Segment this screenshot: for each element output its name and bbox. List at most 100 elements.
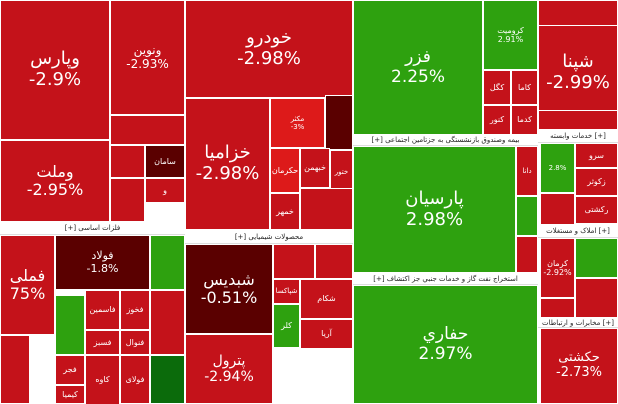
treemap-tile[interactable]: رکشتی: [575, 196, 618, 224]
treemap-tile[interactable]: کاما: [511, 70, 538, 105]
sector-label: [+] املاک و مستغلات: [546, 227, 610, 235]
treemap-tile[interactable]: مکثر -3%: [270, 98, 325, 148]
tile-symbol: فملی: [9, 265, 46, 285]
treemap-tile[interactable]: کگل: [483, 70, 511, 105]
tile-change: -3%: [290, 123, 305, 131]
sector-header[interactable]: بیمه وصندوق بازنشستگی به جزتامین اجتماعی…: [353, 135, 538, 146]
treemap-tile[interactable]: فولای: [120, 355, 150, 404]
tile-change: 2.97%: [418, 343, 473, 364]
treemap-tile[interactable]: [516, 196, 538, 236]
treemap-tile[interactable]: [110, 115, 185, 145]
tile-symbol: کرمان: [547, 258, 568, 268]
tile-symbol: فسبز: [93, 337, 112, 347]
treemap-tile[interactable]: [325, 95, 353, 150]
treemap-tile[interactable]: شکام: [300, 279, 353, 319]
tile-change: -0.51%: [200, 288, 258, 307]
tile-symbol: کاوه: [95, 375, 110, 385]
treemap-tile[interactable]: پارسیان 2.98%: [353, 146, 516, 273]
tile-symbol: پترول: [212, 352, 246, 369]
treemap-tile[interactable]: [150, 355, 185, 404]
treemap-tile[interactable]: حکشتی -2.73%: [540, 328, 618, 404]
treemap-tile[interactable]: شپاکسا: [273, 279, 300, 304]
treemap-tile[interactable]: حکرمان: [270, 148, 300, 193]
treemap-tile[interactable]: شپنا -2.99%: [538, 25, 618, 120]
treemap-tile[interactable]: [575, 278, 618, 318]
tile-change: 2.91%: [497, 35, 524, 44]
treemap-tile[interactable]: [110, 178, 145, 222]
treemap-tile[interactable]: آریا: [300, 319, 353, 349]
tile-symbol: کنور: [489, 115, 505, 125]
sector-header[interactable]: [+] مخابرات و ارتباطات: [538, 318, 618, 328]
treemap-tile[interactable]: [273, 244, 315, 279]
treemap-tile[interactable]: وپارس -2.9%: [0, 0, 110, 140]
treemap-tile[interactable]: حفاري 2.97%: [353, 285, 538, 404]
treemap-tile[interactable]: فجر: [55, 355, 85, 385]
tile-symbol: رکشتی: [584, 205, 609, 215]
tile-symbol: فاسمین: [89, 305, 116, 315]
treemap-tile[interactable]: [110, 145, 145, 178]
sector-header[interactable]: استخراج نفت گاز و خدمات جنبي جز اكتشاف […: [353, 273, 538, 285]
treemap-tile[interactable]: [150, 290, 185, 355]
treemap-tile[interactable]: 2.8%: [540, 143, 575, 193]
treemap-tile[interactable]: فنوال: [120, 330, 150, 355]
tile-symbol: حکرمان: [271, 165, 299, 175]
treemap-tile[interactable]: کنور: [483, 105, 511, 135]
treemap-tile[interactable]: کاوه: [85, 355, 120, 404]
treemap-tile[interactable]: شبدیس -0.51%: [185, 244, 273, 334]
treemap-tile[interactable]: فخوز: [120, 290, 150, 330]
treemap-tile[interactable]: [55, 295, 85, 355]
sector-header[interactable]: [+] املاک و مستغلات: [538, 225, 618, 238]
treemap-tile[interactable]: [575, 238, 618, 278]
sector-header[interactable]: محصولات شیمیایی [+]: [185, 230, 353, 244]
treemap-tile[interactable]: فملی 75%: [0, 235, 55, 335]
tile-change: -2.93%: [126, 56, 169, 71]
tile-symbol: فولای: [125, 374, 145, 384]
treemap-tile[interactable]: دانا: [516, 146, 538, 196]
sector-header[interactable]: [+] خدمات وابسته: [538, 130, 618, 143]
treemap-tile[interactable]: فولاد -1.8%: [55, 235, 150, 290]
tile-symbol: ختور: [334, 168, 349, 177]
tile-symbol: شپنا: [562, 50, 594, 72]
treemap-tile[interactable]: کلر: [273, 304, 300, 348]
treemap-tile[interactable]: کرومیت 2.91%: [483, 0, 538, 70]
treemap-tile[interactable]: [0, 335, 30, 404]
tile-symbol: خبهمن: [304, 163, 326, 173]
treemap-tile[interactable]: پترول -2.94%: [185, 334, 273, 404]
tile-symbol: فولاد: [91, 248, 114, 262]
tile-symbol: خزامیا: [204, 142, 251, 164]
sector-label: بیمه وصندوق بازنشستگی به جزتامین اجتماعی…: [371, 136, 520, 144]
tile-change: -2.92%: [543, 268, 572, 277]
treemap-tile[interactable]: [540, 298, 575, 318]
treemap-tile[interactable]: [540, 193, 575, 225]
tile-symbol: شپاکسا: [275, 287, 298, 296]
sector-label: فلزات اساسی [+]: [64, 224, 121, 232]
treemap-tile[interactable]: کیمیا: [55, 385, 85, 404]
treemap-tile[interactable]: سرو: [575, 143, 618, 168]
treemap-tile[interactable]: [315, 244, 353, 279]
treemap-tile[interactable]: وملت -2.95%: [0, 140, 110, 222]
treemap-tile[interactable]: سامان: [145, 145, 185, 178]
treemap-tile[interactable]: زکوثر: [575, 168, 618, 196]
treemap-tile[interactable]: فاسمین: [85, 290, 120, 330]
tile-symbol: دانا: [522, 166, 532, 175]
treemap-tile[interactable]: ونوین -2.93%: [110, 0, 185, 115]
tile-symbol: فزر: [405, 46, 431, 67]
treemap-tile[interactable]: خبهمن: [300, 148, 330, 188]
tile-change: -2.73%: [556, 365, 602, 380]
treemap-tile[interactable]: خودرو -2.98%: [185, 0, 353, 98]
sector-header[interactable]: فلزات اساسی [+]: [0, 222, 185, 235]
treemap-tile[interactable]: و: [145, 178, 185, 203]
treemap-tile[interactable]: [150, 235, 185, 290]
treemap-tile[interactable]: [300, 188, 353, 230]
tile-symbol: فنوال: [125, 337, 145, 347]
treemap-tile[interactable]: خزامیا -2.98%: [185, 98, 270, 230]
treemap-tile[interactable]: فسبز: [85, 330, 120, 355]
treemap-tile[interactable]: [516, 236, 538, 273]
tile-symbol: فجر: [63, 365, 77, 375]
sector-label: استخراج نفت گاز و خدمات جنبي جز اكتشاف […: [373, 275, 518, 283]
treemap-tile[interactable]: کدما: [511, 105, 538, 135]
treemap-tile[interactable]: فزر 2.25%: [353, 0, 483, 135]
treemap-tile[interactable]: کرمان -2.92%: [540, 238, 575, 298]
treemap-tile[interactable]: [538, 110, 618, 130]
treemap-tile[interactable]: خمهر: [270, 193, 300, 230]
